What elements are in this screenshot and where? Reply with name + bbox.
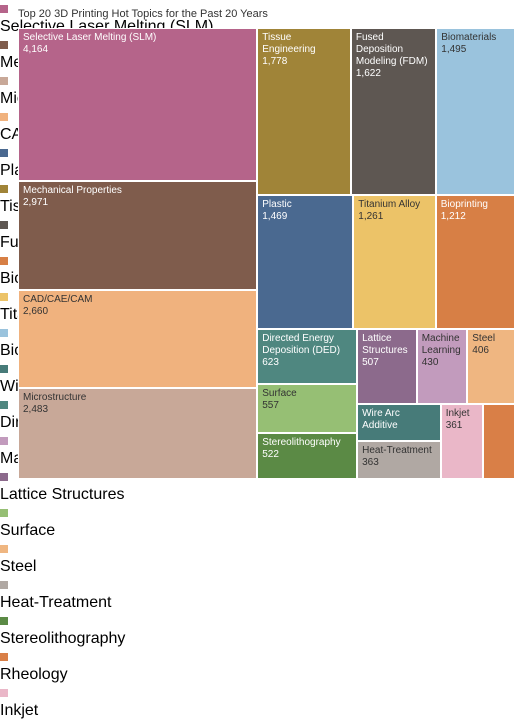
legend-swatch	[0, 5, 8, 13]
tile-label: Plastic	[262, 198, 292, 210]
legend-swatch	[0, 617, 8, 625]
tile: Directed Energy Deposition (DED) 623	[257, 329, 358, 385]
legend-swatch	[0, 509, 8, 517]
tile: Inkjet 361	[440, 404, 483, 479]
tile-value: 507	[362, 357, 379, 369]
legend-swatch	[0, 221, 8, 229]
legend-swatch	[0, 581, 8, 589]
tile-value: 1,261	[358, 210, 384, 222]
tile-label: Selective Laser Melting (SLM)	[23, 32, 157, 43]
tile: Surface 557	[257, 384, 358, 434]
tile: Plastic 1,469	[257, 194, 354, 330]
tile-label: Fused Deposition Modeling (FDM)	[355, 32, 428, 67]
legend-item: Heat-Treatment	[0, 576, 523, 612]
tile-value: 4,164	[23, 44, 49, 55]
tile-label: Tissue Engineering	[262, 32, 316, 55]
tile: Heat-Treatment 363	[357, 440, 441, 479]
tile: Selective Laser Melting (SLM) 4,164	[18, 28, 258, 181]
tile-label: Inkjet	[445, 408, 470, 420]
legend-item: Stereolithography	[0, 612, 523, 648]
legend-swatch	[0, 149, 8, 157]
tile-value: 1,469	[262, 210, 288, 222]
tile-value: 2,971	[23, 196, 49, 208]
legend-item: Surface	[0, 504, 523, 540]
tile: CAD/CAE/CAM 2,660	[18, 290, 258, 388]
legend-swatch	[0, 545, 8, 553]
legend-swatch	[0, 113, 8, 121]
tile: Lattice Structures 507	[357, 329, 417, 405]
tile: Steel 406	[467, 329, 515, 405]
tile-value: 361	[445, 420, 463, 432]
legend-label: Surface	[0, 522, 56, 539]
legend-label: Steel	[0, 558, 37, 575]
tile-label: Heat-Treatment	[362, 444, 432, 456]
legend-item: Steel	[0, 540, 523, 576]
tile: Microstructure 2,483	[18, 387, 258, 479]
chart-title: Top 20 3D Printing Hot Topics for the Pa…	[18, 8, 268, 20]
tile-value: 1,212	[440, 210, 466, 222]
tile-label: Lattice Structures	[362, 333, 408, 357]
tile-label: Directed Energy Deposition (DED)	[262, 333, 341, 357]
legend-label: Heat-Treatment	[0, 594, 112, 611]
tile-label: Bioprinting	[440, 198, 488, 210]
legend-swatch	[0, 653, 8, 661]
chart: Top 20 3D Printing Hot Topics for the Pa…	[0, 5, 523, 719]
tile-label: Wire Arc Additive	[362, 408, 400, 432]
tile-label: Surface	[262, 388, 297, 400]
legend-swatch	[0, 293, 8, 301]
legend-label: Lattice Structures	[0, 486, 125, 503]
legend-swatch	[0, 257, 8, 265]
tile: Biomaterials 1,495	[436, 28, 515, 195]
tile: Titanium Alloy 1,261	[353, 194, 436, 330]
tile-value: 557	[262, 400, 279, 412]
tile: Mechanical Properties 2,971	[18, 180, 258, 291]
tile: Machine Learning 430	[416, 329, 468, 405]
tile-value: 430	[421, 357, 439, 369]
tile-label: Stereolithography	[262, 437, 341, 449]
tile: Stereolithography 522	[257, 433, 358, 479]
tile-label: Mechanical Properties	[23, 184, 122, 196]
tile-value: 2,660	[23, 306, 49, 318]
legend-swatch	[0, 329, 8, 337]
legend-swatch	[0, 689, 8, 697]
tile-value: 623	[262, 357, 279, 369]
legend-label: Inkjet	[0, 702, 39, 719]
legend-label: Stereolithography	[0, 630, 126, 647]
legend-swatch	[0, 77, 8, 85]
tile-label: Steel	[472, 333, 496, 345]
tile: Wire Arc Additive	[357, 404, 441, 441]
tile-value: 406	[472, 345, 489, 357]
tile-value: 1,495	[441, 44, 467, 55]
legend-swatch	[0, 185, 8, 193]
legend-swatch	[0, 437, 8, 445]
legend-item: Lattice Structures	[0, 468, 523, 504]
tile-label: Biomaterials	[441, 32, 497, 43]
legend-label: Rheology	[0, 666, 68, 683]
tile-value: 2,483	[23, 403, 49, 415]
tile	[483, 404, 515, 479]
tile: Fused Deposition Modeling (FDM) 1,622	[350, 28, 437, 195]
tile-value: 1,778	[262, 56, 288, 67]
legend-swatch	[0, 41, 8, 49]
tile-label: Titanium Alloy	[358, 198, 421, 210]
tile-value: 522	[262, 449, 279, 461]
legend-swatch	[0, 473, 8, 481]
tile-value: 1,622	[355, 68, 381, 79]
tile: Bioprinting 1,212	[435, 194, 515, 330]
tile: Tissue Engineering 1,778	[257, 28, 351, 195]
tile-value: 363	[362, 456, 379, 468]
tile-label: Microstructure	[23, 391, 87, 403]
legend-item: Inkjet	[0, 684, 523, 720]
legend-swatch	[0, 365, 8, 373]
tile-label: Machine Learning	[421, 333, 461, 357]
legend-swatch	[0, 401, 8, 409]
tile-label: CAD/CAE/CAM	[23, 294, 93, 306]
legend-item: Rheology	[0, 648, 523, 684]
